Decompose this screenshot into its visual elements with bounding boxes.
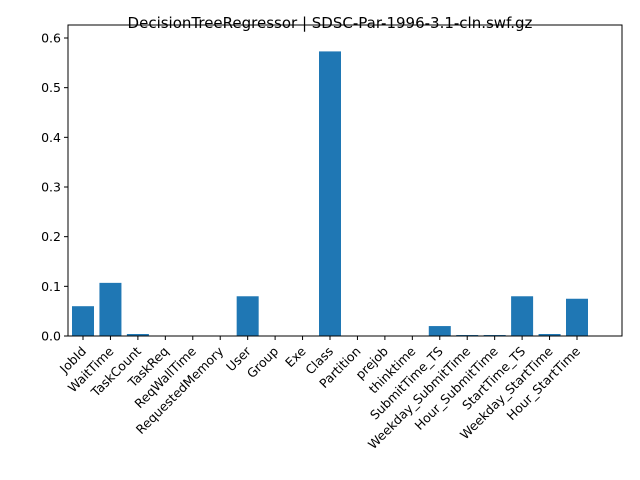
y-axis: 0.0 0.1 0.2 0.3 0.4 0.5 0.6: [41, 31, 68, 344]
bar-waittime: [99, 282, 122, 336]
bar-user: [236, 296, 259, 336]
bar-hour-starttime: [566, 298, 588, 336]
bars-group: [72, 51, 588, 336]
plot-frame: [67, 24, 623, 337]
y-tick-label: 0.2: [41, 229, 61, 244]
y-tick-label: 0.1: [41, 279, 61, 294]
bar-starttime-ts: [511, 296, 534, 336]
bar-weekday-starttime: [538, 334, 561, 336]
bar-class: [319, 51, 341, 336]
bar-jobid: [72, 306, 94, 336]
x-tick-label: Group: [244, 343, 282, 381]
y-tick-label: 0.3: [41, 180, 61, 195]
y-tick-label: 0.6: [41, 31, 61, 46]
bar-taskcount: [126, 334, 149, 336]
y-tick-label: 0.5: [41, 80, 61, 95]
y-tick-label: 0.0: [41, 329, 61, 344]
bar-submittime-ts: [428, 326, 451, 336]
chart-title: DecisionTreeRegressor | SDSC-Par-1996-3.…: [128, 14, 533, 32]
y-tick-label: 0.4: [41, 130, 61, 145]
x-axis: JobIdWaitTimeTaskCountTaskReqReqWallTime…: [56, 336, 583, 452]
